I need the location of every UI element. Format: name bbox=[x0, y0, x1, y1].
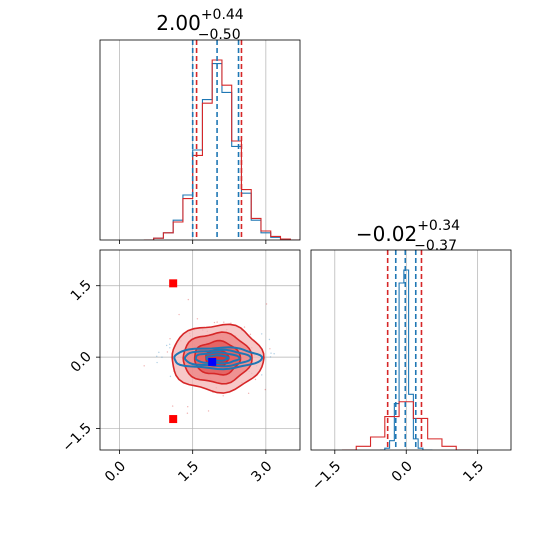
parameter-2-title: −0.02+0.34 −0.37 bbox=[356, 218, 460, 254]
scatter-point bbox=[273, 353, 275, 355]
scatter-point bbox=[247, 392, 250, 395]
scatter-point bbox=[270, 352, 272, 354]
joint-contour-panel: 0.0 1.5 3.0 −1.5 0.0 1.5 bbox=[59, 249, 316, 485]
scatter-point bbox=[156, 355, 158, 358]
scatter-point bbox=[161, 356, 163, 358]
scatter-point bbox=[169, 338, 171, 340]
scatter-point bbox=[223, 321, 225, 323]
scatter-point bbox=[156, 361, 158, 364]
scatter-point bbox=[265, 303, 268, 305]
joint-axes-frame bbox=[99, 249, 301, 451]
blue-contour-level bbox=[205, 354, 230, 362]
parameter-2-title-sub: −0.37 bbox=[414, 238, 457, 254]
blue-contour-level bbox=[183, 348, 252, 368]
scatter-point bbox=[268, 338, 271, 341]
scatter-point bbox=[143, 365, 145, 367]
parameter-1-title-sub: −0.50 bbox=[198, 27, 241, 43]
x-tick-label: −1.5 bbox=[309, 458, 344, 493]
histogram-step-line bbox=[143, 59, 300, 240]
parameter-1-title-sup: +0.44 bbox=[201, 7, 244, 23]
scatter-point bbox=[264, 388, 267, 391]
parameter-2-title-main: −0.02 bbox=[356, 222, 417, 246]
scatter-point bbox=[186, 412, 189, 414]
scatter-point bbox=[315, 357, 316, 358]
scatter-point bbox=[196, 318, 199, 320]
scatter-point bbox=[269, 348, 271, 350]
parameter-1-histogram-panel: 2.00+0.44 −0.50 bbox=[99, 7, 301, 244]
scatter-point bbox=[269, 356, 272, 358]
scatter-point bbox=[216, 321, 218, 323]
scatter-point bbox=[169, 347, 171, 349]
marker-square bbox=[169, 279, 178, 288]
parameter-1-title: 2.00+0.44 −0.50 bbox=[156, 7, 244, 43]
scatter-point bbox=[187, 405, 189, 408]
y-tick-label: 1.5 bbox=[68, 277, 95, 304]
scatter-point bbox=[178, 313, 180, 316]
scatter-point bbox=[207, 410, 210, 412]
parameter-1-quantile-lines bbox=[191, 40, 243, 240]
parameter-2-histogram-panel: −1.5 0.0 1.5 −0.02+0.34 −0.37 bbox=[309, 218, 512, 494]
parameter-1-title-main: 2.00 bbox=[156, 11, 201, 35]
scatter-point bbox=[158, 351, 160, 354]
x-tick-label: 0.0 bbox=[102, 458, 129, 485]
histogram-step-line bbox=[143, 63, 300, 240]
parameter-2-quantile-lines bbox=[386, 250, 423, 450]
histogram-step-line bbox=[380, 269, 433, 450]
scatter-point bbox=[243, 326, 246, 328]
x-tick-label: 0.0 bbox=[389, 458, 416, 485]
scatter-point bbox=[222, 395, 224, 397]
parameter-1-axes-frame bbox=[99, 39, 301, 241]
y-tick-label: 0.0 bbox=[68, 349, 95, 376]
x-tick-label: 1.5 bbox=[175, 458, 202, 485]
x-tick-label: 1.5 bbox=[460, 458, 487, 485]
joint-markers bbox=[169, 279, 217, 424]
parameter-2-ticks: −1.5 0.0 1.5 bbox=[309, 450, 487, 494]
scatter-point bbox=[254, 378, 257, 381]
scatter-point bbox=[166, 351, 169, 353]
y-tick-label: −1.5 bbox=[59, 420, 94, 455]
scatter-point bbox=[171, 405, 174, 407]
scatter-point bbox=[168, 343, 171, 345]
parameter-2-title-sup: +0.34 bbox=[417, 218, 460, 234]
joint-contours bbox=[171, 323, 265, 394]
parameter-2-histograms bbox=[341, 269, 471, 450]
histogram-step-line bbox=[341, 401, 471, 450]
scatter-point bbox=[261, 374, 263, 376]
marker-square bbox=[169, 415, 178, 424]
blue-contour-level bbox=[194, 351, 241, 365]
scatter-point bbox=[169, 375, 172, 378]
scatter-point bbox=[187, 298, 190, 301]
parameter-1-ticks bbox=[119, 240, 267, 244]
marker-square bbox=[208, 357, 217, 366]
scatter-point bbox=[230, 322, 232, 324]
scatter-point bbox=[260, 333, 263, 335]
x-tick-label: 3.0 bbox=[248, 458, 275, 485]
scatter-point bbox=[249, 333, 252, 336]
parameter-2-axes-frame bbox=[310, 249, 512, 451]
scatter-point bbox=[165, 344, 168, 347]
blue-contour-level bbox=[173, 346, 264, 371]
parameter-2-grid bbox=[334, 250, 479, 450]
parameter-1-histograms bbox=[143, 59, 300, 240]
scatter-point bbox=[208, 474, 209, 475]
scatter-point bbox=[91, 324, 92, 325]
scatter-point bbox=[213, 321, 216, 324]
